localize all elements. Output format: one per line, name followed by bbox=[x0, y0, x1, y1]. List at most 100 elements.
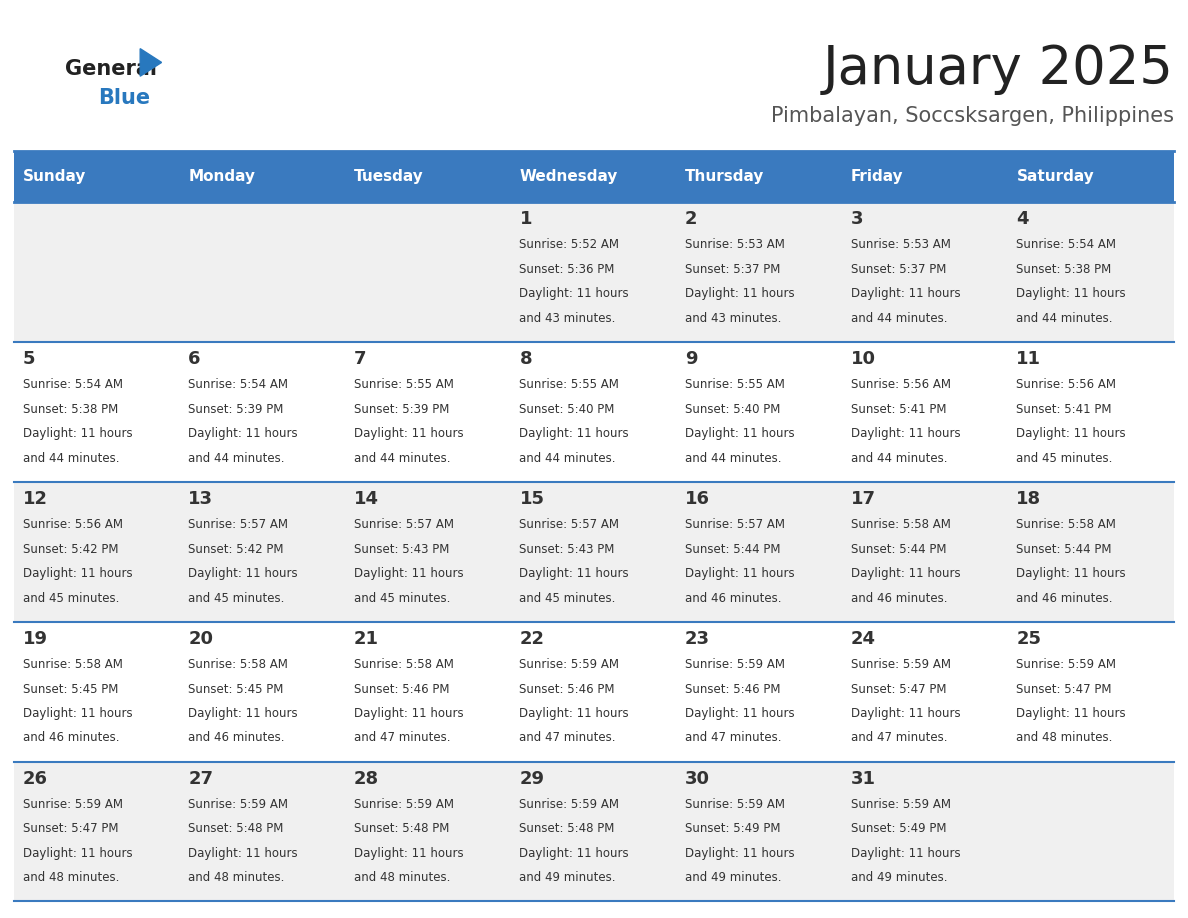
Text: 3: 3 bbox=[851, 210, 864, 229]
Text: Sunset: 5:49 PM: Sunset: 5:49 PM bbox=[851, 823, 947, 835]
Text: and 48 minutes.: and 48 minutes. bbox=[1017, 732, 1113, 744]
Text: and 44 minutes.: and 44 minutes. bbox=[851, 452, 947, 465]
Text: Sunday: Sunday bbox=[23, 169, 86, 185]
Text: and 45 minutes.: and 45 minutes. bbox=[188, 591, 285, 605]
Text: Sunset: 5:42 PM: Sunset: 5:42 PM bbox=[188, 543, 284, 555]
Text: Sunrise: 5:54 AM: Sunrise: 5:54 AM bbox=[23, 378, 122, 391]
Text: and 45 minutes.: and 45 minutes. bbox=[354, 591, 450, 605]
FancyBboxPatch shape bbox=[511, 621, 677, 762]
Text: Sunset: 5:40 PM: Sunset: 5:40 PM bbox=[685, 403, 781, 416]
Text: 17: 17 bbox=[851, 490, 876, 509]
Text: and 44 minutes.: and 44 minutes. bbox=[685, 452, 782, 465]
Text: Friday: Friday bbox=[851, 169, 903, 185]
Text: Daylight: 11 hours: Daylight: 11 hours bbox=[851, 847, 960, 860]
Text: Saturday: Saturday bbox=[1017, 169, 1094, 185]
Text: Daylight: 11 hours: Daylight: 11 hours bbox=[1017, 707, 1126, 720]
Text: 31: 31 bbox=[851, 770, 876, 788]
Text: 10: 10 bbox=[851, 351, 876, 368]
Text: Sunset: 5:38 PM: Sunset: 5:38 PM bbox=[23, 403, 118, 416]
Text: Sunrise: 5:59 AM: Sunrise: 5:59 AM bbox=[519, 798, 619, 811]
Text: Sunset: 5:44 PM: Sunset: 5:44 PM bbox=[1017, 543, 1112, 555]
Text: Sunrise: 5:58 AM: Sunrise: 5:58 AM bbox=[354, 658, 454, 671]
FancyBboxPatch shape bbox=[346, 621, 511, 762]
Text: Daylight: 11 hours: Daylight: 11 hours bbox=[851, 427, 960, 441]
Text: Daylight: 11 hours: Daylight: 11 hours bbox=[685, 287, 795, 300]
Text: and 44 minutes.: and 44 minutes. bbox=[23, 452, 119, 465]
Text: and 46 minutes.: and 46 minutes. bbox=[1017, 591, 1113, 605]
Text: and 47 minutes.: and 47 minutes. bbox=[354, 732, 450, 744]
Text: and 46 minutes.: and 46 minutes. bbox=[23, 732, 119, 744]
Text: 13: 13 bbox=[188, 490, 213, 509]
FancyBboxPatch shape bbox=[1009, 762, 1174, 901]
Text: Sunset: 5:46 PM: Sunset: 5:46 PM bbox=[519, 682, 615, 696]
Text: Daylight: 11 hours: Daylight: 11 hours bbox=[685, 707, 795, 720]
FancyBboxPatch shape bbox=[1009, 482, 1174, 621]
Text: and 45 minutes.: and 45 minutes. bbox=[519, 591, 615, 605]
Text: and 44 minutes.: and 44 minutes. bbox=[851, 312, 947, 325]
Text: Tuesday: Tuesday bbox=[354, 169, 424, 185]
Text: Daylight: 11 hours: Daylight: 11 hours bbox=[23, 707, 132, 720]
Text: and 45 minutes.: and 45 minutes. bbox=[1017, 452, 1113, 465]
Text: Sunrise: 5:59 AM: Sunrise: 5:59 AM bbox=[685, 658, 785, 671]
Text: Daylight: 11 hours: Daylight: 11 hours bbox=[23, 567, 132, 580]
Text: Daylight: 11 hours: Daylight: 11 hours bbox=[519, 567, 630, 580]
Text: 26: 26 bbox=[23, 770, 48, 788]
FancyBboxPatch shape bbox=[1009, 202, 1174, 341]
Text: Sunset: 5:44 PM: Sunset: 5:44 PM bbox=[851, 543, 947, 555]
Text: Daylight: 11 hours: Daylight: 11 hours bbox=[188, 707, 298, 720]
Text: Daylight: 11 hours: Daylight: 11 hours bbox=[354, 567, 463, 580]
Text: and 49 minutes.: and 49 minutes. bbox=[685, 871, 782, 884]
FancyBboxPatch shape bbox=[14, 621, 179, 762]
Text: 30: 30 bbox=[685, 770, 710, 788]
Text: Daylight: 11 hours: Daylight: 11 hours bbox=[685, 567, 795, 580]
Text: Sunset: 5:48 PM: Sunset: 5:48 PM bbox=[519, 823, 615, 835]
Text: Sunset: 5:39 PM: Sunset: 5:39 PM bbox=[188, 403, 284, 416]
Text: 18: 18 bbox=[1017, 490, 1042, 509]
Text: and 46 minutes.: and 46 minutes. bbox=[685, 591, 782, 605]
Text: Sunset: 5:46 PM: Sunset: 5:46 PM bbox=[354, 682, 449, 696]
Text: Sunrise: 5:57 AM: Sunrise: 5:57 AM bbox=[519, 518, 619, 532]
FancyBboxPatch shape bbox=[842, 621, 1009, 762]
Text: Sunrise: 5:56 AM: Sunrise: 5:56 AM bbox=[1017, 378, 1117, 391]
FancyBboxPatch shape bbox=[14, 341, 179, 482]
Text: Sunset: 5:49 PM: Sunset: 5:49 PM bbox=[685, 823, 781, 835]
Text: Daylight: 11 hours: Daylight: 11 hours bbox=[354, 427, 463, 441]
Text: and 48 minutes.: and 48 minutes. bbox=[188, 871, 285, 884]
FancyBboxPatch shape bbox=[677, 482, 842, 621]
FancyBboxPatch shape bbox=[511, 762, 677, 901]
Text: Sunset: 5:43 PM: Sunset: 5:43 PM bbox=[519, 543, 615, 555]
Text: and 49 minutes.: and 49 minutes. bbox=[851, 871, 947, 884]
Text: Sunset: 5:41 PM: Sunset: 5:41 PM bbox=[1017, 403, 1112, 416]
Text: and 44 minutes.: and 44 minutes. bbox=[354, 452, 450, 465]
Text: Sunrise: 5:58 AM: Sunrise: 5:58 AM bbox=[1017, 518, 1117, 532]
Text: 12: 12 bbox=[23, 490, 48, 509]
Text: Monday: Monday bbox=[188, 169, 255, 185]
FancyBboxPatch shape bbox=[1009, 151, 1174, 202]
FancyBboxPatch shape bbox=[14, 151, 179, 202]
Text: Thursday: Thursday bbox=[685, 169, 764, 185]
Text: and 44 minutes.: and 44 minutes. bbox=[1017, 312, 1113, 325]
Text: Sunrise: 5:53 AM: Sunrise: 5:53 AM bbox=[851, 239, 950, 252]
Text: 25: 25 bbox=[1017, 630, 1042, 648]
Text: Daylight: 11 hours: Daylight: 11 hours bbox=[519, 427, 630, 441]
Text: Sunrise: 5:59 AM: Sunrise: 5:59 AM bbox=[354, 798, 454, 811]
Text: and 47 minutes.: and 47 minutes. bbox=[519, 732, 615, 744]
Text: 8: 8 bbox=[519, 351, 532, 368]
Text: Sunrise: 5:59 AM: Sunrise: 5:59 AM bbox=[23, 798, 122, 811]
Text: Sunrise: 5:52 AM: Sunrise: 5:52 AM bbox=[519, 239, 619, 252]
Text: Daylight: 11 hours: Daylight: 11 hours bbox=[1017, 427, 1126, 441]
Text: January 2025: January 2025 bbox=[823, 43, 1174, 95]
Text: Daylight: 11 hours: Daylight: 11 hours bbox=[188, 427, 298, 441]
Text: Sunrise: 5:53 AM: Sunrise: 5:53 AM bbox=[685, 239, 785, 252]
Text: 14: 14 bbox=[354, 490, 379, 509]
Text: 16: 16 bbox=[685, 490, 710, 509]
Text: and 45 minutes.: and 45 minutes. bbox=[23, 591, 119, 605]
Text: Sunrise: 5:54 AM: Sunrise: 5:54 AM bbox=[188, 378, 289, 391]
Text: 20: 20 bbox=[188, 630, 213, 648]
Text: Sunset: 5:40 PM: Sunset: 5:40 PM bbox=[519, 403, 615, 416]
Text: and 43 minutes.: and 43 minutes. bbox=[685, 312, 782, 325]
Text: 9: 9 bbox=[685, 351, 697, 368]
Text: Daylight: 11 hours: Daylight: 11 hours bbox=[519, 287, 630, 300]
Text: Sunrise: 5:59 AM: Sunrise: 5:59 AM bbox=[519, 658, 619, 671]
FancyBboxPatch shape bbox=[511, 202, 677, 341]
